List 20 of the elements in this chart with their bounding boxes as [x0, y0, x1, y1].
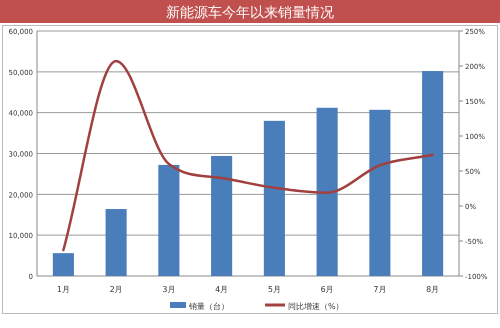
legend-label: 同比增速（%） [288, 302, 344, 311]
x-tick-label: 1月 [56, 285, 70, 294]
x-tick-label: 5月 [268, 285, 281, 294]
legend-label: 销量（台） [188, 302, 229, 311]
x-tick-label: 8月 [426, 285, 440, 294]
bar [158, 164, 180, 276]
x-tick-label: 6月 [320, 285, 334, 294]
x-tick-label: 4月 [215, 285, 228, 294]
x-tick-label: 3月 [162, 285, 176, 294]
chart-title: 新能源车今年以来销量情况 [166, 5, 334, 21]
bar [211, 156, 232, 276]
x-tick-label: 7月 [373, 285, 386, 294]
line-series [62, 60, 434, 252]
bar [422, 71, 444, 276]
bar [264, 120, 285, 276]
bar [106, 209, 127, 276]
bar [316, 108, 338, 276]
x-tick-label: 2月 [110, 285, 123, 294]
bar [369, 110, 390, 276]
bar [52, 253, 74, 276]
